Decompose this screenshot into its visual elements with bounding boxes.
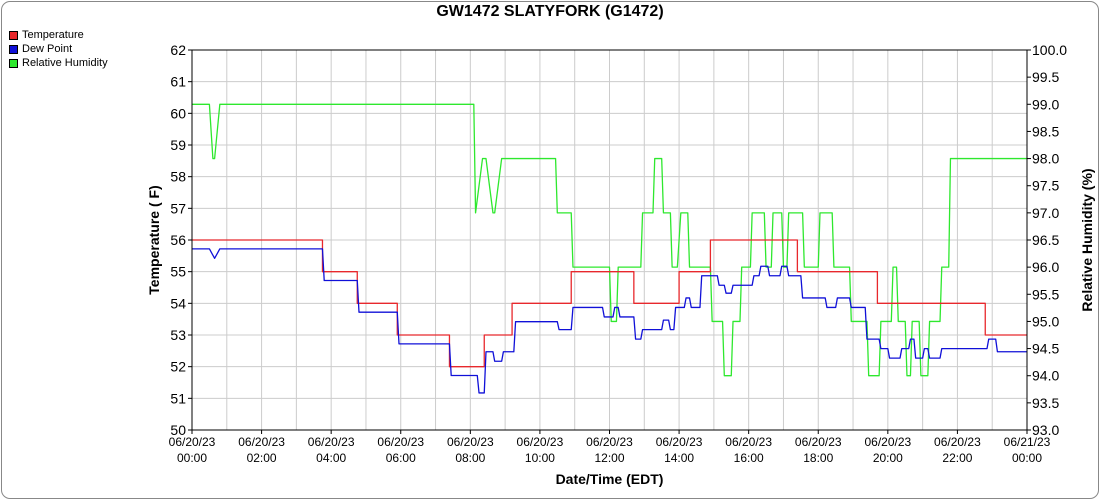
y-axis-left-label: Temperature ( F) bbox=[146, 185, 162, 294]
chart-title: GW1472 SLATYFORK (G1472) bbox=[436, 3, 664, 20]
axes: 50 51 52 53 54 55 56 57 58 59 60 61 62 93.0 93.5 94.0 94… bbox=[169, 42, 1068, 465]
x-tick-label-date: 06/20/23 bbox=[517, 435, 564, 449]
x-tick-label-date: 06/20/23 bbox=[864, 435, 911, 449]
y-left-tick-label: 60 bbox=[170, 105, 186, 121]
y-right-tick-label: 100.0 bbox=[1032, 42, 1067, 58]
x-tick-label-date: 06/20/23 bbox=[795, 435, 842, 449]
y-left-tick-label: 57 bbox=[170, 200, 186, 216]
y-right-tick-label: 97.5 bbox=[1032, 178, 1059, 194]
y-left-tick-label: 51 bbox=[170, 390, 186, 406]
y-left-tick-label: 52 bbox=[170, 359, 186, 375]
y-right-tick-label: 94.5 bbox=[1032, 341, 1059, 357]
x-tick-label-time: 12:00 bbox=[594, 451, 624, 465]
y-right-tick-label: 95.5 bbox=[1032, 286, 1059, 302]
series-group bbox=[192, 103, 1027, 394]
x-tick-label-time: 20:00 bbox=[873, 451, 903, 465]
y-left-tick-label: 56 bbox=[170, 232, 186, 248]
x-tick-label-time: 08:00 bbox=[455, 451, 485, 465]
legend-item-relative-humidity: Relative Humidity bbox=[9, 56, 108, 70]
y-right-tick-label: 96.5 bbox=[1032, 232, 1059, 248]
series-line-temperature bbox=[192, 239, 1027, 368]
y-right-tick-label: 96.0 bbox=[1032, 259, 1059, 275]
y-left-tick-label: 59 bbox=[170, 137, 186, 153]
legend-label-relative-humidity: Relative Humidity bbox=[22, 57, 108, 69]
y-right-tick-label: 99.0 bbox=[1032, 96, 1059, 112]
y-right-tick-label: 94.0 bbox=[1032, 368, 1059, 384]
y-right-tick-label: 99.5 bbox=[1032, 69, 1059, 85]
y-left-tick-label: 62 bbox=[170, 42, 186, 58]
series-line-relative-humidity bbox=[192, 103, 1027, 377]
y-left-tick-label: 50 bbox=[170, 422, 186, 438]
y-left-tick-label: 58 bbox=[170, 169, 186, 185]
x-tick-label-time: 22:00 bbox=[942, 451, 972, 465]
x-tick-label-time: 00:00 bbox=[1012, 451, 1042, 465]
legend-item-temperature: Temperature bbox=[9, 28, 108, 42]
y-right-tick-label: 97.0 bbox=[1032, 205, 1059, 221]
x-tick-label-date: 06/20/23 bbox=[238, 435, 285, 449]
x-tick-label-date: 06/20/23 bbox=[447, 435, 494, 449]
legend-item-dew-point: Dew Point bbox=[9, 42, 108, 56]
legend-swatch-temperature bbox=[9, 30, 18, 40]
x-tick-label-date: 06/20/23 bbox=[586, 435, 633, 449]
x-tick-label-time: 16:00 bbox=[734, 451, 764, 465]
legend-swatch-dew-point bbox=[9, 44, 18, 54]
x-tick-label-date: 06/20/23 bbox=[169, 435, 216, 449]
y-left-tick-label: 53 bbox=[170, 327, 186, 343]
x-tick-label-date: 06/20/23 bbox=[934, 435, 981, 449]
y-right-tick-label: 98.0 bbox=[1032, 151, 1059, 167]
x-tick-label-date: 06/20/23 bbox=[725, 435, 772, 449]
x-axis-label: Date/Time (EDT) bbox=[556, 471, 664, 487]
y-left-tick-label: 61 bbox=[170, 74, 186, 90]
y-right-tick-label: 93.5 bbox=[1032, 395, 1059, 411]
y-axis-right-label: Relative Humidity (%) bbox=[1079, 168, 1095, 311]
x-tick-label-time: 14:00 bbox=[664, 451, 694, 465]
y-left-tick-label: 54 bbox=[170, 295, 186, 311]
x-tick-label-date: 06/21/23 bbox=[1004, 435, 1051, 449]
y-right-tick-label: 95.0 bbox=[1032, 313, 1059, 329]
x-tick-label-date: 06/20/23 bbox=[656, 435, 703, 449]
x-tick-label-time: 02:00 bbox=[247, 451, 277, 465]
legend-swatch-relative-humidity bbox=[9, 58, 18, 68]
legend-label-temperature: Temperature bbox=[22, 29, 84, 41]
x-tick-label-time: 10:00 bbox=[525, 451, 555, 465]
x-tick-label-time: 18:00 bbox=[803, 451, 833, 465]
y-right-tick-label: 98.5 bbox=[1032, 123, 1059, 139]
x-tick-label-time: 04:00 bbox=[316, 451, 346, 465]
x-tick-label-time: 06:00 bbox=[386, 451, 416, 465]
x-tick-label-date: 06/20/23 bbox=[377, 435, 424, 449]
legend-label-dew-point: Dew Point bbox=[22, 43, 73, 55]
y-left-tick-label: 55 bbox=[170, 264, 186, 280]
legend: Temperature Dew Point Relative Humidity bbox=[9, 28, 108, 70]
x-tick-label-date: 06/20/23 bbox=[308, 435, 355, 449]
series-line-dew-point bbox=[192, 248, 1027, 394]
y-right-tick-label: 93.0 bbox=[1032, 422, 1059, 438]
x-tick-label-time: 00:00 bbox=[177, 451, 207, 465]
